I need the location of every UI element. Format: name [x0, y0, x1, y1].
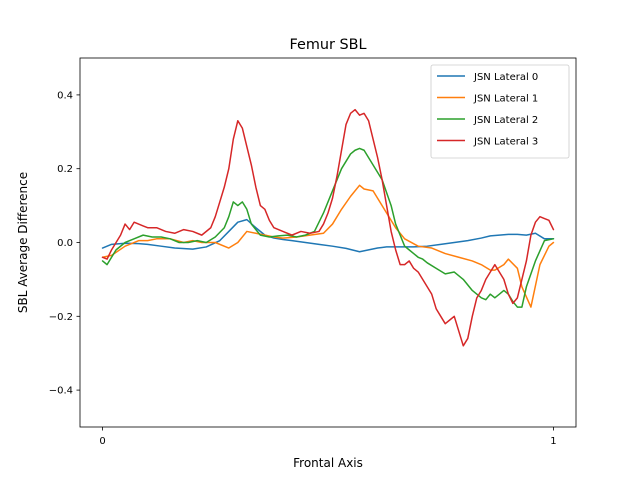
y-tick-label: 0.2 — [57, 164, 73, 175]
series-line-0 — [101, 218, 555, 253]
y-tick-label: −0.4 — [49, 386, 73, 397]
y-tick-label: 0.4 — [57, 90, 73, 101]
chart-title: Femur SBL — [290, 37, 367, 53]
y-axis-label: SBL Average Difference — [16, 172, 30, 313]
legend-label: JSN Lateral 3 — [473, 137, 538, 148]
y-tick-label: −0.2 — [49, 312, 73, 323]
series-layer — [101, 108, 555, 347]
series-line-3 — [101, 108, 555, 347]
y-axis: −0.4 −0.2 0.0 0.2 0.4 — [49, 90, 80, 397]
plot-area — [79, 57, 577, 428]
x-tick-label: 0 — [99, 436, 105, 447]
legend-label: JSN Lateral 2 — [473, 115, 538, 126]
legend-label: JSN Lateral 1 — [473, 94, 538, 105]
legend-box — [430, 64, 570, 159]
series-line-2 — [101, 147, 555, 308]
legend: JSN Lateral 0 JSN Lateral 1 JSN Lateral 2 J… — [430, 64, 570, 159]
x-tick-label: 1 — [550, 436, 556, 447]
legend-label: JSN Lateral 0 — [473, 72, 538, 83]
x-axis-label: Frontal Axis — [293, 456, 363, 470]
y-tick-label: 0.0 — [57, 238, 73, 249]
